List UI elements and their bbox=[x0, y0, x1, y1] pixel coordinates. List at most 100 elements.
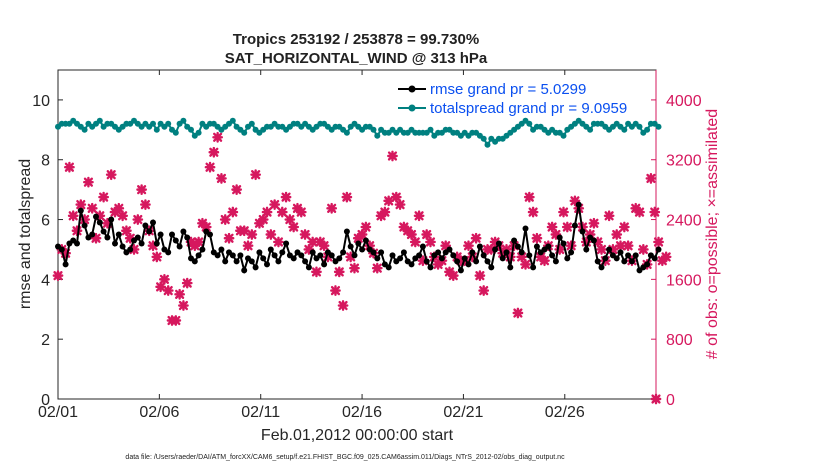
obs-point bbox=[113, 202, 125, 214]
totalspread-point bbox=[526, 120, 533, 127]
y-tick-label-left: 10 bbox=[32, 93, 50, 110]
rmse-point bbox=[397, 255, 404, 262]
rmse-point bbox=[492, 246, 499, 253]
obs-point bbox=[618, 221, 630, 233]
obs-point bbox=[231, 184, 243, 196]
y-tick-label-left: 4 bbox=[41, 272, 50, 289]
obs-point bbox=[356, 229, 368, 240]
rmse-point bbox=[598, 264, 605, 271]
obs-point bbox=[250, 169, 262, 181]
obs-point bbox=[523, 191, 535, 203]
rmse-point bbox=[127, 246, 134, 253]
rmse-point bbox=[241, 267, 248, 274]
legend-rmse-label: rmse grand pr = 5.0299 bbox=[430, 81, 586, 98]
obs-point bbox=[105, 169, 117, 181]
rmse-point bbox=[628, 258, 635, 265]
rmse-point bbox=[271, 252, 278, 259]
chart-title-line2: SAT_HORIZONTAL_WIND @ 313 hPa bbox=[225, 50, 488, 67]
obs-point bbox=[208, 146, 220, 158]
obs-point bbox=[504, 251, 516, 263]
rmse-point bbox=[298, 252, 305, 259]
rmse-point bbox=[176, 243, 183, 250]
obs-point bbox=[409, 236, 421, 248]
rmse-point bbox=[644, 261, 651, 268]
rmse-point bbox=[522, 225, 529, 232]
rmse-point bbox=[115, 231, 122, 238]
rmse-point bbox=[218, 246, 225, 253]
obs-point bbox=[512, 307, 524, 319]
rmse-point bbox=[199, 246, 206, 253]
obs-point bbox=[284, 214, 296, 225]
obs-point bbox=[592, 236, 604, 248]
obs-point bbox=[330, 285, 341, 296]
obs-point bbox=[421, 229, 433, 240]
obs-point bbox=[162, 285, 174, 296]
obs-point bbox=[102, 217, 113, 229]
rmse-point bbox=[571, 222, 578, 229]
obs-point bbox=[204, 161, 216, 173]
obs-point bbox=[425, 236, 436, 248]
rmse-point bbox=[74, 240, 80, 247]
obs-point bbox=[117, 210, 129, 222]
obs-point bbox=[181, 277, 193, 289]
obs-point bbox=[178, 300, 189, 311]
rmse-point bbox=[419, 243, 426, 250]
totalspread-point bbox=[165, 120, 172, 127]
plot-area: 02/01 02/06 02/11 02/16 02/21 02/26 0 2 4 6 8 10 0 80… bbox=[32, 69, 702, 421]
obs-point bbox=[364, 240, 376, 252]
totalspread-point bbox=[229, 117, 236, 124]
x-tick-label: 02/16 bbox=[342, 404, 382, 421]
rmse-point bbox=[355, 240, 362, 247]
obs-point bbox=[174, 288, 186, 300]
rmse-point bbox=[655, 246, 662, 253]
rmse-point bbox=[495, 240, 502, 247]
legend-rmse-marker bbox=[408, 85, 416, 93]
totalspread-point bbox=[241, 129, 248, 136]
rmse-point bbox=[378, 249, 385, 256]
rmse-point bbox=[347, 243, 354, 250]
rmse-point bbox=[488, 264, 495, 271]
rmse-point bbox=[359, 246, 366, 253]
rmse-point bbox=[180, 228, 187, 235]
rmse-point bbox=[309, 249, 316, 256]
rmse-point bbox=[256, 249, 263, 256]
obs-point bbox=[539, 255, 550, 267]
rmse-point bbox=[81, 222, 88, 229]
rmse-point bbox=[142, 222, 149, 229]
rmse-point bbox=[590, 237, 597, 244]
obs-point bbox=[660, 251, 672, 263]
rmse-point bbox=[602, 255, 609, 262]
obs-point bbox=[136, 184, 148, 196]
obs-point bbox=[147, 240, 159, 252]
obs-point bbox=[603, 210, 615, 222]
rmse-point bbox=[568, 249, 575, 256]
obs-point bbox=[212, 131, 224, 143]
obs-point bbox=[645, 173, 657, 184]
rmse-point bbox=[438, 255, 445, 262]
rmse-point bbox=[484, 258, 491, 265]
obs-point bbox=[611, 229, 623, 240]
obs-point bbox=[584, 229, 596, 240]
rmse-point bbox=[264, 261, 270, 268]
legend: rmse grand pr = 5.0299 totalspread grand… bbox=[398, 81, 627, 117]
obs-point bbox=[311, 266, 322, 278]
rmse-point bbox=[62, 261, 69, 268]
obs-point bbox=[478, 285, 490, 296]
totalspread-point bbox=[484, 141, 491, 148]
rmse-point bbox=[340, 249, 347, 256]
rmse-point bbox=[499, 255, 506, 262]
obs-point bbox=[299, 229, 311, 240]
rmse-point bbox=[317, 252, 324, 259]
rmse-point bbox=[549, 252, 556, 259]
rmse-point bbox=[514, 243, 521, 250]
obs-point bbox=[219, 214, 231, 225]
rmse-point bbox=[328, 252, 335, 259]
obs-point bbox=[128, 244, 140, 255]
obs-point bbox=[413, 210, 425, 222]
obs-point bbox=[607, 244, 619, 255]
y-tick-label-right: 1600 bbox=[666, 272, 702, 289]
rmse-point bbox=[503, 249, 510, 256]
chart-title-line1: Tropics 253192 / 253878 = 99.730% bbox=[233, 31, 479, 48]
obs-point bbox=[151, 251, 163, 263]
